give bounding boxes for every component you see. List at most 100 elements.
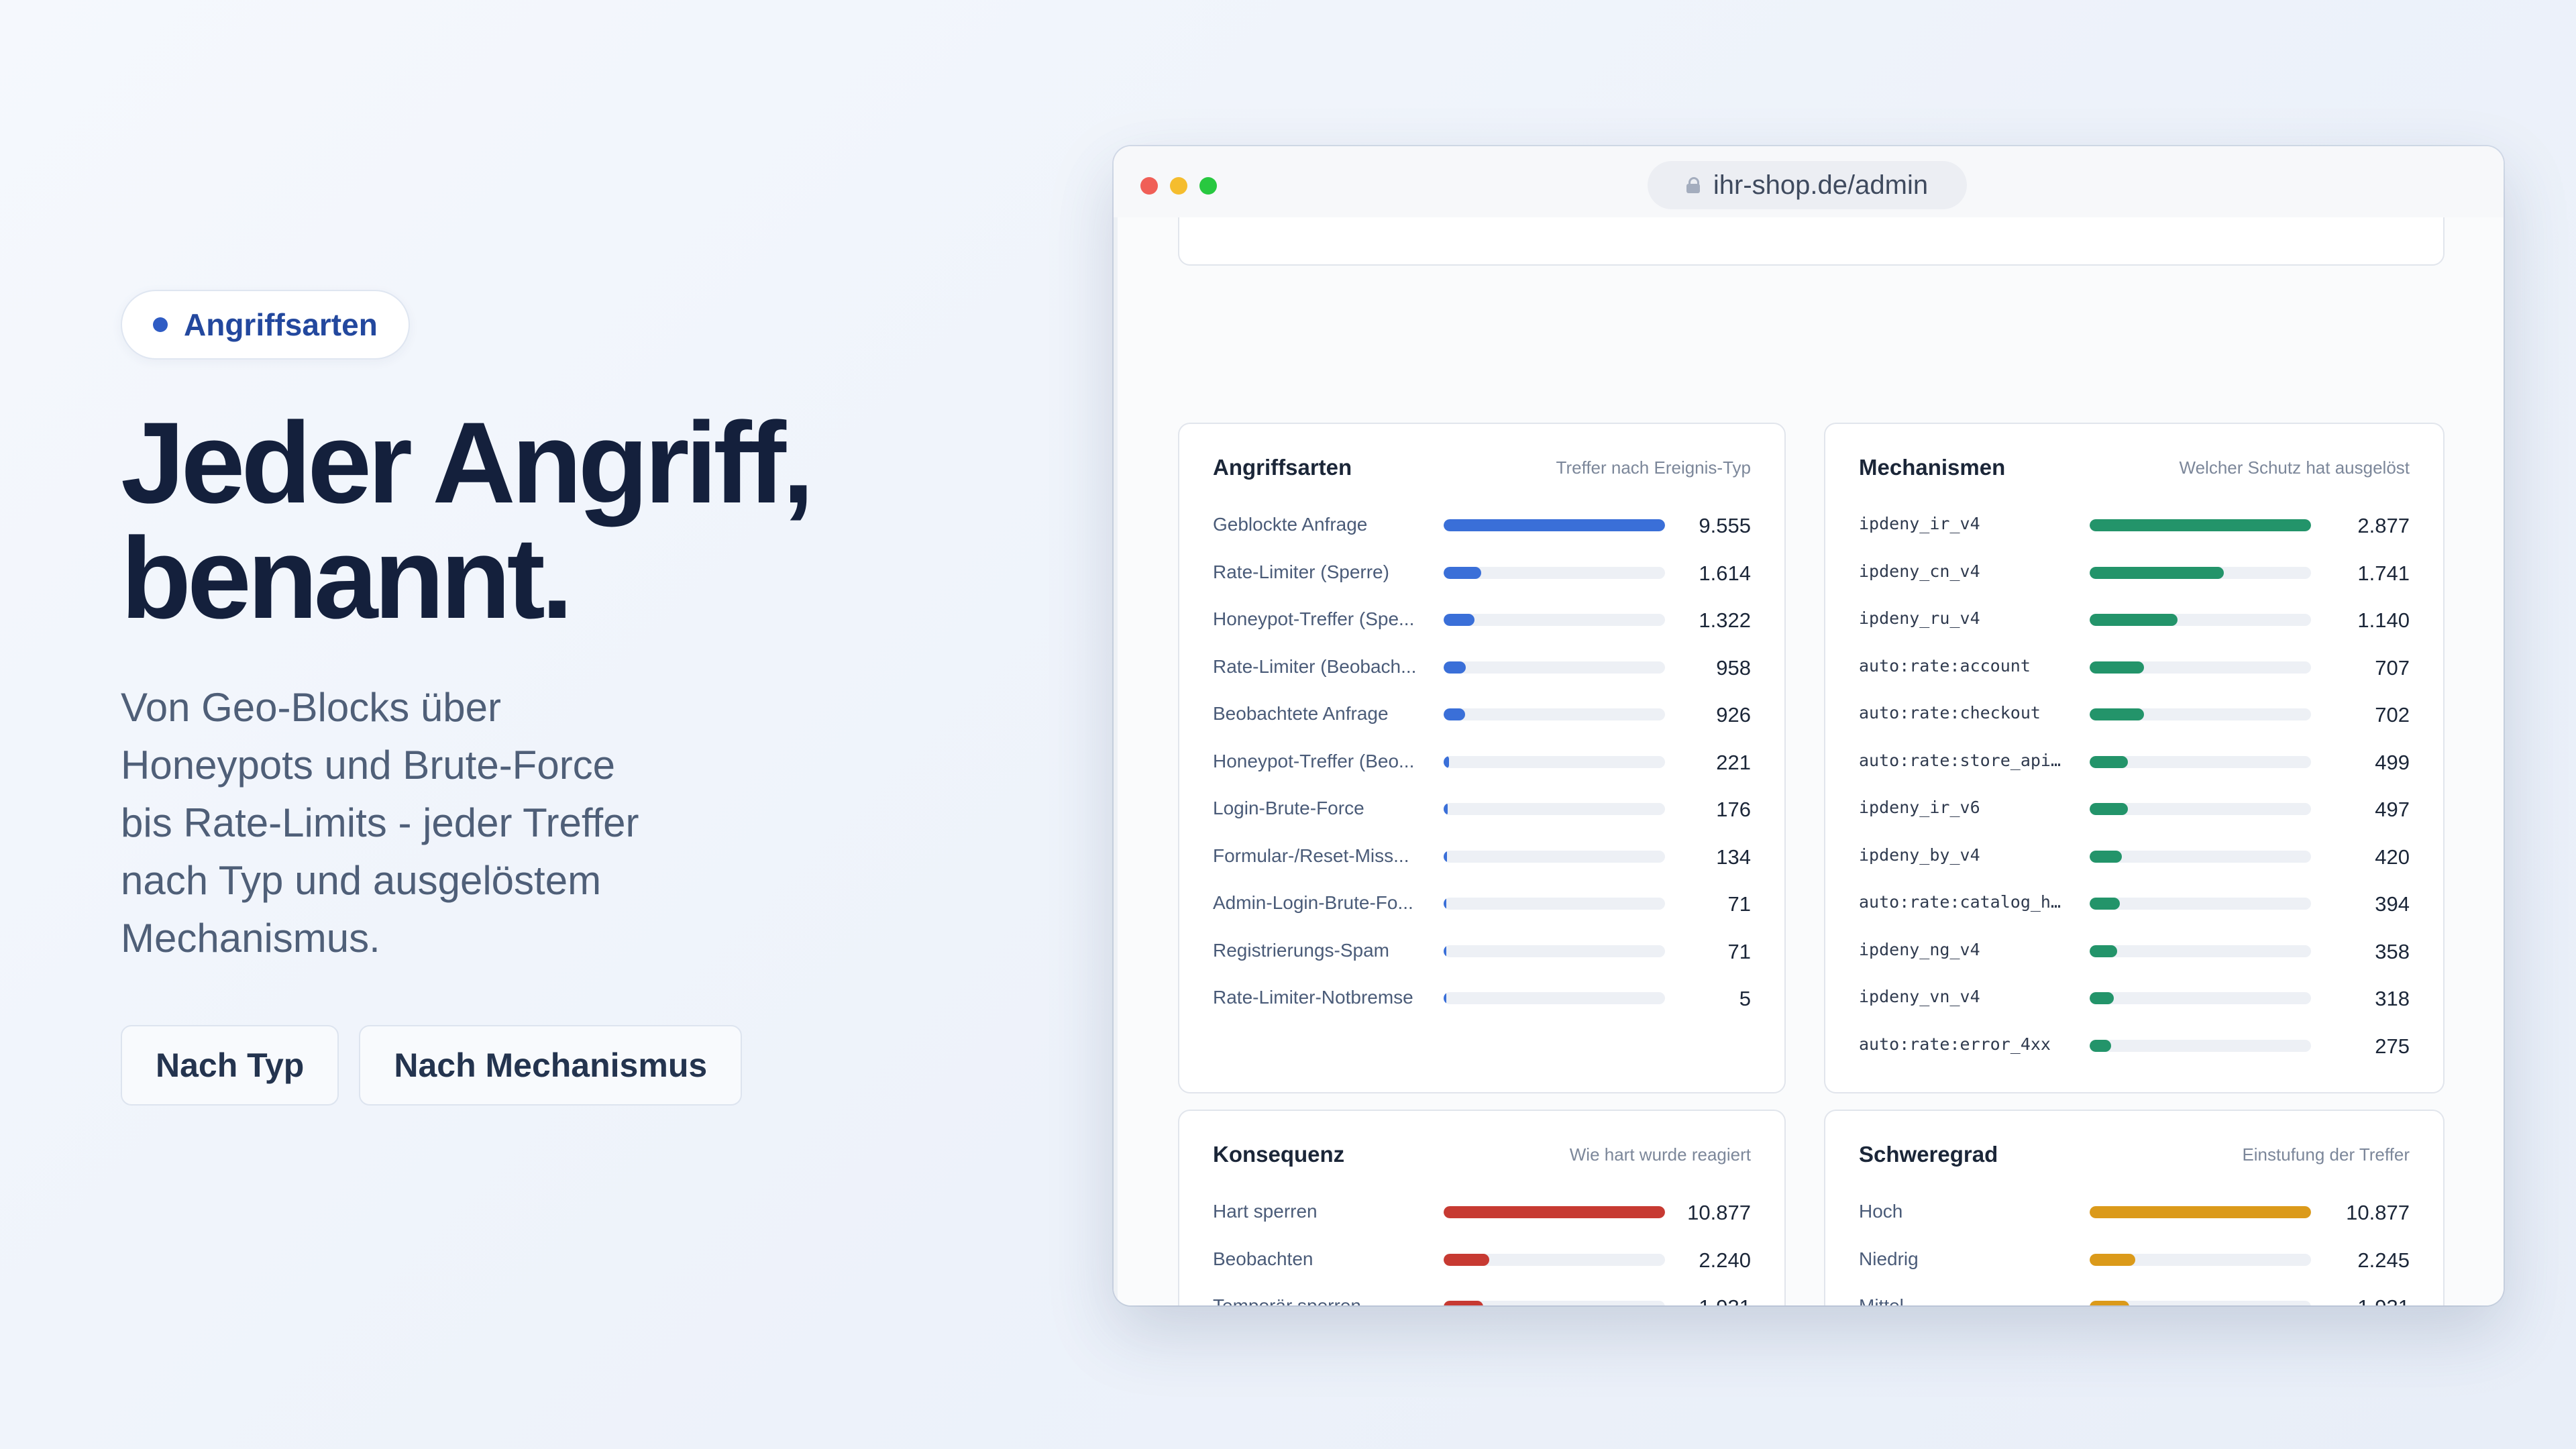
bar-label: Geblockte Anfrage (1213, 514, 1368, 535)
bar-value: 358 (2375, 939, 2410, 963)
bar-row: Beobachten 2.240 (1213, 1236, 1751, 1284)
bar-value: 926 (1716, 703, 1751, 727)
bar-fill (2090, 614, 2178, 626)
minimize-window-icon[interactable] (1170, 177, 1187, 195)
card-consequence: Konsequenz Wie hart wurde reagiert Hart … (1178, 1110, 1786, 1305)
bar-row: Hoch 10.877 (1859, 1189, 2410, 1236)
bar-row: Geblockte Anfrage 9.555 (1213, 502, 1751, 549)
by-type-button[interactable]: Nach Typ (121, 1025, 339, 1106)
bar-label: Rate-Limiter-Notbremse (1213, 987, 1413, 1008)
bar-fill (2090, 708, 2144, 720)
address-bar[interactable]: ihr-shop.de/admin (1648, 161, 1967, 209)
bar-track (1444, 803, 1665, 815)
bar-value: 221 (1716, 750, 1751, 774)
bar-value: 275 (2375, 1034, 2410, 1058)
bar-label: ipdeny_vn_v4 (1859, 987, 1980, 1006)
bar-label: Formular-/Reset-Miss... (1213, 845, 1409, 866)
bar-track (1444, 1253, 1665, 1266)
bar-label: Rate-Limiter (Sperre) (1213, 561, 1389, 582)
maximize-window-icon[interactable] (1199, 177, 1217, 195)
close-window-icon[interactable] (1140, 177, 1158, 195)
bar-fill (2090, 1206, 2311, 1218)
bar-fill (2090, 850, 2123, 863)
bar-track (2090, 1253, 2311, 1266)
bar-value: 420 (2375, 845, 2410, 869)
bar-row: Rate-Limiter (Sperre) 1.614 (1213, 549, 1751, 597)
subtitle: Von Geo-Blocks über Honeypots und Brute-… (121, 685, 639, 961)
bar-fill (1444, 945, 1446, 957)
bar-list: Hart sperren 10.877 Beobachten 2.240 Temporä… (1213, 1189, 1751, 1305)
bar-label: auto:rate:checkout (1859, 703, 2041, 722)
bar-fill (1444, 566, 1481, 579)
bar-track (1444, 566, 1665, 579)
bar-value: 1.931 (1699, 1295, 1751, 1305)
bar-track (2090, 945, 2311, 957)
bar-value: 1.741 (2357, 561, 2410, 585)
card-caption: Wie hart wurde reagiert (1569, 1144, 1751, 1165)
bar-value: 71 (1727, 939, 1751, 963)
by-mechanism-button[interactable]: Nach Mechanismus (359, 1025, 743, 1106)
hero: Angriffsarten Jeder Angriff, benannt. Vo… (121, 290, 993, 1106)
bar-row: ipdeny_by_v4 420 (1859, 833, 2410, 881)
card-title: Angriffsarten (1213, 455, 1352, 480)
lock-icon (1686, 177, 1700, 193)
bar-track (2090, 755, 2311, 768)
bar-row: Admin-Login-Brute-Fo... 71 (1213, 880, 1751, 928)
bar-label: auto:rate:catalog_h… (1859, 892, 2061, 912)
card-top-partial (1178, 217, 2445, 266)
bar-label: auto:rate:account (1859, 655, 2031, 676)
bar-fill (1444, 1301, 1483, 1305)
bar-row: Hart sperren 10.877 (1213, 1189, 1751, 1236)
bar-fill (1444, 755, 1449, 768)
bar-fill (2090, 898, 2121, 910)
bar-track (1444, 992, 1665, 1004)
card-attack-types: Angriffsarten Treffer nach Ereignis-Typ … (1178, 423, 1786, 1093)
bar-fill (1444, 898, 1446, 910)
bar-label: Beobachtete Anfrage (1213, 703, 1389, 724)
bar-fill (1444, 708, 1465, 720)
bar-fill (1444, 519, 1665, 531)
section-badge: Angriffsarten (121, 290, 410, 360)
bar-row: Mittel 1.931 (1859, 1283, 2410, 1305)
browser-titlebar: ihr-shop.de/admin (1114, 146, 2504, 219)
bar-row: auto:rate:store_api… 499 (1859, 739, 2410, 786)
bar-label: ipdeny_ir_v6 (1859, 798, 1980, 817)
bar-row: Rate-Limiter (Beobach... 958 (1213, 644, 1751, 692)
bar-track (1444, 945, 1665, 957)
bar-label: auto:rate:store_api… (1859, 750, 2061, 770)
bar-row: Honeypot-Treffer (Beo... 221 (1213, 739, 1751, 786)
bar-list: Geblockte Anfrage 9.555 Rate-Limiter (Sper… (1213, 502, 1751, 1022)
bar-label: Beobachten (1213, 1248, 1313, 1269)
bar-track (2090, 566, 2311, 579)
bar-track (1444, 708, 1665, 720)
bar-fill (2090, 566, 2224, 579)
bar-value: 5 (1739, 987, 1751, 1010)
bar-track (2090, 614, 2311, 626)
bar-label: Temporär sperren (1213, 1295, 1444, 1305)
bar-fill (2090, 1301, 2129, 1305)
bar-track (2090, 519, 2311, 531)
card-title: Schweregrad (1859, 1142, 1998, 1167)
card-caption: Welcher Schutz hat ausgelöst (2179, 458, 2410, 478)
bar-row: ipdeny_ir_v4 2.877 (1859, 502, 2410, 549)
bar-label: ipdeny_ng_v4 (1859, 939, 1980, 959)
bar-track (2090, 661, 2311, 674)
bar-label: Admin-Login-Brute-Fo... (1213, 892, 1413, 913)
bar-track (1444, 1301, 1665, 1305)
bar-label: auto:rate:error_4xx (1859, 1034, 2051, 1054)
bar-value: 71 (1727, 892, 1751, 916)
bar-label: Hoch (1859, 1201, 1903, 1222)
bar-fill (2090, 661, 2145, 674)
card-caption: Einstufung der Treffer (2242, 1144, 2410, 1165)
bar-value: 1.140 (2357, 608, 2410, 632)
bar-track (2090, 1301, 2311, 1305)
bar-fill (2090, 992, 2114, 1004)
bar-row: ipdeny_ng_v4 358 (1859, 928, 2410, 975)
bar-label: ipdeny_by_v4 (1859, 845, 1980, 865)
bar-track (2090, 1206, 2311, 1218)
dashboard-content[interactable]: Angriffsarten Treffer nach Ereignis-Typ … (1114, 217, 2504, 1305)
bar-track (2090, 992, 2311, 1004)
bar-track (1444, 1206, 1665, 1218)
bar-label: ipdeny_cn_v4 (1859, 561, 1980, 581)
bar-fill (1444, 803, 1448, 815)
